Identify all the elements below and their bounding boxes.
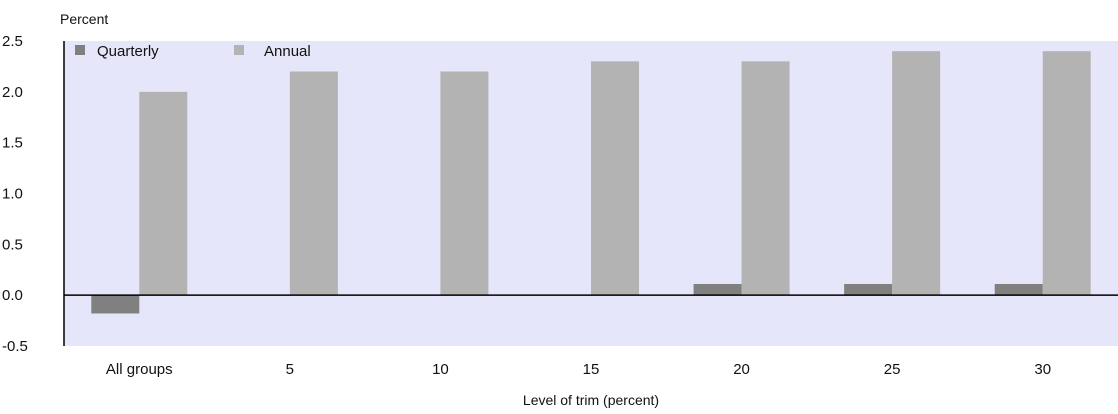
y-tick-label: 0.0 [2, 287, 23, 304]
y-axis-title: Percent [60, 11, 108, 27]
x-axis-title: Level of trim (percent) [523, 392, 659, 408]
bar-quarterly-5 [844, 283, 893, 296]
bar-annual-3 [591, 61, 639, 296]
x-tick-label: 10 [432, 361, 449, 378]
bar-annual-6 [1042, 51, 1091, 296]
y-tick-label: 2.0 [2, 84, 23, 101]
bar-quarterly-6 [994, 283, 1043, 296]
bar-annual-5 [892, 51, 941, 296]
x-tick-label: 15 [583, 361, 600, 378]
legend-label-quarterly: Quarterly [97, 43, 159, 60]
y-tick-label: 1.5 [2, 135, 23, 152]
bar-quarterly-0 [91, 295, 140, 314]
bar-annual-0 [139, 91, 188, 296]
y-tick-label: 1.0 [2, 186, 23, 203]
bar-annual-1 [289, 71, 338, 296]
y-tick-label: 2.5 [2, 33, 23, 50]
x-tick-label: 20 [733, 361, 750, 378]
bars-layer [91, 51, 1091, 314]
bar-annual-2 [440, 71, 489, 296]
legend-swatch-quarterly [75, 45, 85, 55]
x-tick-label: 25 [884, 361, 901, 378]
bar-annual-4 [741, 61, 790, 296]
legend-swatch-annual [234, 45, 244, 55]
y-axis-ticks: -0.5 0.0 0.5 1.0 1.5 2.0 2.5 [2, 33, 28, 355]
x-tick-label: 5 [286, 361, 294, 378]
y-tick-label: -0.5 [2, 338, 28, 355]
legend: Quarterly Annual [75, 43, 311, 60]
legend-label-annual: Annual [264, 43, 311, 60]
bar-quarterly-4 [693, 283, 742, 296]
y-tick-label: 0.5 [2, 236, 23, 253]
x-tick-label: 30 [1034, 361, 1051, 378]
x-axis-ticks: All groups 5 10 15 20 25 30 [106, 361, 1051, 378]
x-tick-label: All groups [106, 361, 173, 378]
